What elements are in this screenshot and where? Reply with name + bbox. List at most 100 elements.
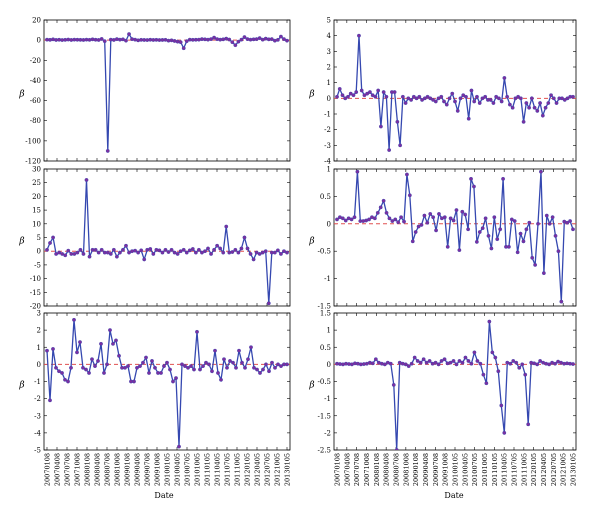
date-tick-label: 20100405	[461, 453, 469, 486]
data-point	[192, 367, 196, 372]
data-point	[540, 113, 545, 118]
data-point	[282, 37, 286, 42]
data-point	[349, 217, 354, 222]
data-point	[174, 376, 178, 380]
y-tick-label: -1	[324, 111, 331, 119]
date-tick-label: 20081008	[402, 453, 410, 486]
data-point	[66, 379, 70, 384]
y-tick-label: 0	[37, 361, 41, 369]
y-tick-label: 30	[32, 166, 41, 174]
data-point	[434, 228, 438, 233]
data-point	[484, 381, 489, 386]
y-tick-label: 1	[37, 344, 41, 352]
date-tick-label: 20081008	[114, 453, 122, 486]
y-tick-label: -5	[34, 261, 41, 269]
data-point	[464, 94, 468, 99]
y-tick-label: -4	[34, 429, 41, 437]
data-point	[233, 247, 238, 252]
data-point	[415, 359, 420, 363]
data-point	[448, 360, 453, 365]
y-tick-label: 3	[327, 48, 331, 56]
data-point	[105, 362, 109, 367]
data-point	[87, 37, 92, 42]
data-point	[439, 94, 444, 99]
y-tick-label: 20	[32, 17, 41, 25]
y-tick-label: -2	[34, 395, 41, 403]
date-tick-label: 20090408	[422, 453, 430, 486]
y-tick-label: -5	[34, 447, 41, 455]
data-point	[475, 94, 479, 99]
data-point	[87, 371, 91, 375]
data-point	[497, 96, 501, 101]
data-point	[99, 247, 104, 252]
data-point	[541, 271, 546, 276]
data-point	[472, 350, 477, 355]
date-tick-label: 20130105	[284, 453, 292, 486]
data-point	[147, 371, 151, 375]
y-tick-label: -80	[30, 117, 41, 125]
data-point	[233, 43, 238, 48]
data-point	[130, 249, 134, 254]
data-point	[63, 377, 67, 382]
y-tick-label: -1.5	[318, 412, 332, 420]
y-axis-label: β	[18, 381, 24, 391]
data-point	[51, 347, 55, 351]
data-point	[502, 76, 507, 80]
data-point	[218, 246, 223, 251]
date-tick-label: 20121005	[274, 453, 282, 486]
data-point	[171, 379, 175, 384]
date-tick-label: 20100705	[184, 453, 192, 486]
data-point	[225, 365, 229, 370]
data-point	[391, 383, 396, 387]
data-point	[84, 367, 88, 372]
data-point	[148, 247, 153, 251]
date-tick-label: 20080708	[393, 453, 401, 486]
data-point	[387, 148, 392, 152]
date-tick-label: 20080408	[383, 453, 391, 486]
y-tick-label: 25	[32, 179, 41, 187]
data-point	[451, 359, 456, 363]
plot-frame	[43, 168, 291, 307]
data-point	[222, 357, 226, 362]
data-point	[413, 230, 418, 234]
data-point	[102, 39, 107, 44]
panel-top-left: 20 0 -20 -40 -60 -80 -100 -120 β	[18, 17, 291, 166]
data-point	[142, 257, 147, 262]
data-point	[276, 362, 280, 367]
y-tick-label: -1	[34, 378, 41, 386]
data-point	[403, 362, 408, 367]
data-point	[186, 365, 190, 370]
data-point	[105, 250, 110, 255]
data-point	[514, 360, 519, 365]
data-point	[201, 364, 205, 368]
data-point	[335, 94, 339, 99]
data-point	[279, 364, 283, 368]
data-point	[381, 198, 386, 203]
data-point	[206, 246, 210, 251]
data-point	[460, 209, 465, 214]
data-point	[130, 37, 134, 42]
data-point	[105, 149, 110, 153]
data-point	[239, 246, 244, 251]
data-point	[538, 359, 543, 363]
data-point	[108, 328, 112, 333]
y-tick-label: -10	[30, 275, 41, 283]
data-point	[422, 213, 427, 218]
data-point	[544, 213, 549, 218]
data-point	[378, 205, 383, 210]
data-point	[285, 38, 289, 43]
y-tick-label: -1.5	[318, 303, 332, 311]
data-point	[505, 94, 510, 99]
data-point	[263, 36, 268, 41]
data-point	[78, 340, 82, 345]
date-tick-label: 20070108	[334, 453, 342, 486]
data-point	[554, 101, 559, 105]
data-point	[206, 37, 210, 42]
data-point	[252, 365, 256, 370]
data-point	[257, 252, 262, 256]
y-axis-label: β	[18, 90, 24, 100]
data-point	[388, 361, 393, 366]
data-point	[175, 39, 180, 44]
data-point	[159, 371, 163, 375]
